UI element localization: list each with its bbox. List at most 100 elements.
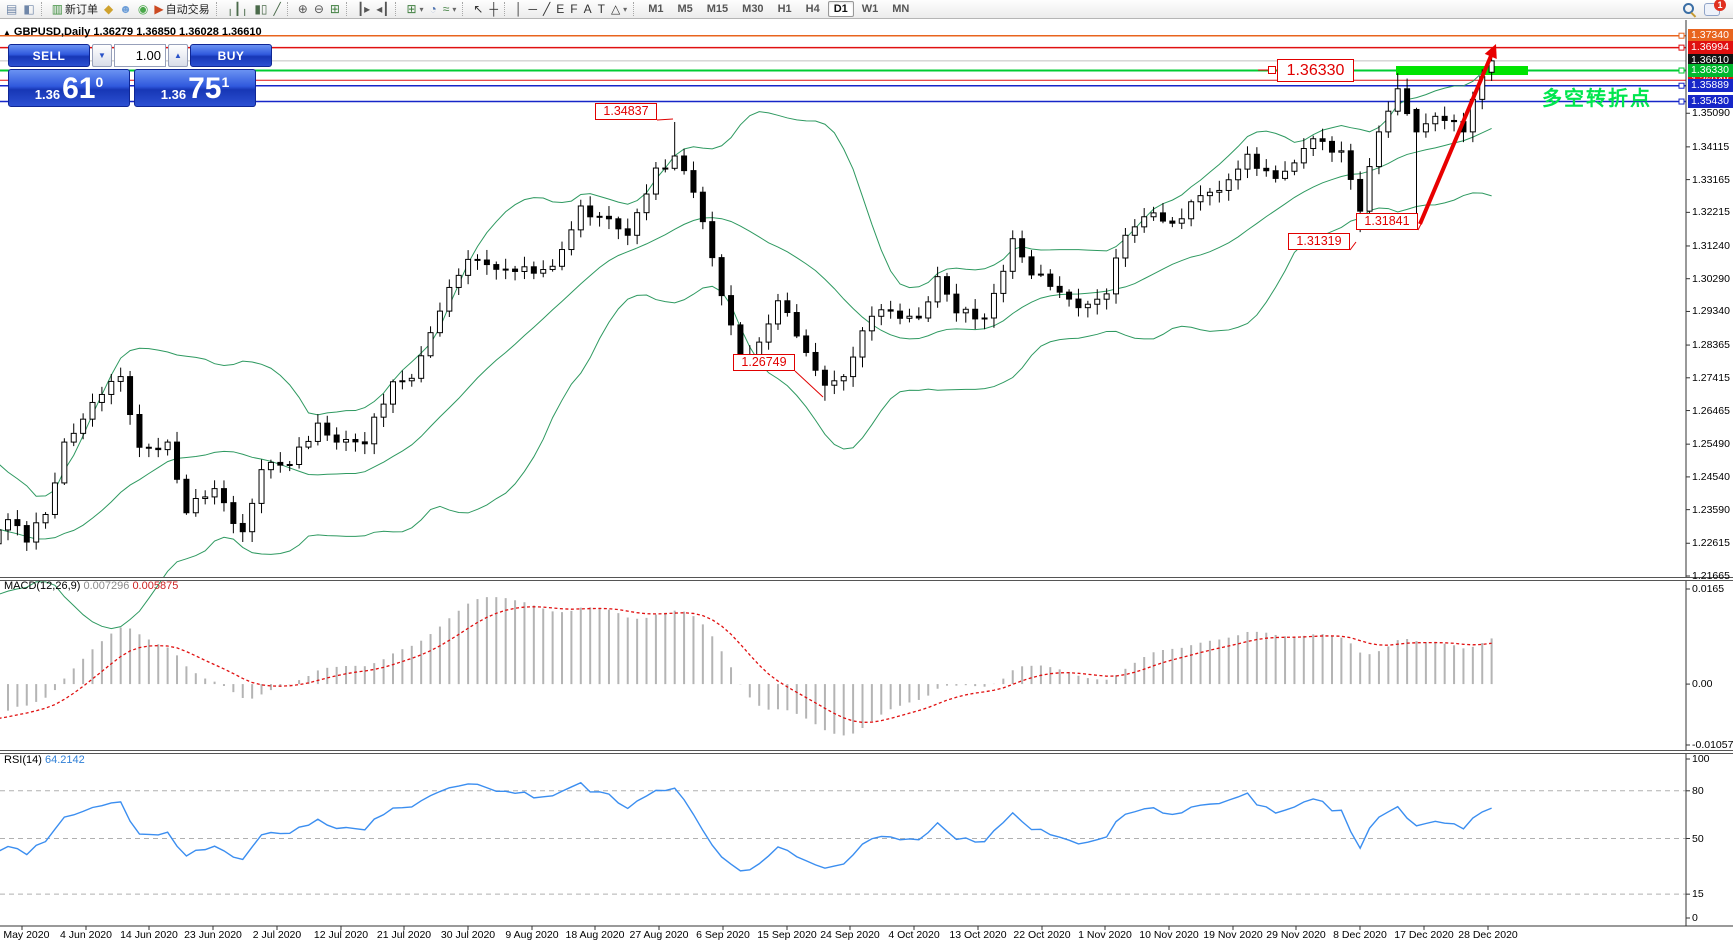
- charts-window-icon: ▤: [6, 2, 18, 16]
- dropdown-caret-icon: ▾: [419, 4, 424, 14]
- profiles-icon: ◧: [23, 2, 35, 16]
- bar-chart-button[interactable]: ╷┃╷: [224, 1, 252, 18]
- timeframe-w1[interactable]: W1: [861, 3, 879, 15]
- period-button[interactable]: ◔: [427, 1, 440, 18]
- timeframe-mn[interactable]: MN: [892, 3, 910, 15]
- text-label-icon: T: [597, 2, 605, 16]
- volume-input[interactable]: [114, 44, 166, 67]
- timeframe-h4[interactable]: H4: [805, 3, 820, 15]
- price-annotation-label[interactable]: 1.26749: [733, 354, 795, 371]
- price-annotation-label[interactable]: 1.36330: [1277, 59, 1354, 82]
- bid-prefix: 1.36: [34, 87, 61, 102]
- text-button[interactable]: A: [581, 1, 595, 18]
- community-button[interactable]: ☻: [116, 1, 135, 18]
- text-label-button[interactable]: T: [595, 1, 608, 18]
- candlestick-chart-button[interactable]: ▮▯: [251, 1, 270, 18]
- bid-price-display[interactable]: 1.36 61 0: [8, 69, 130, 107]
- time-scale[interactable]: [0, 927, 1686, 945]
- cursor-icon: ↖: [473, 2, 484, 16]
- volume-increase-button[interactable]: ▲: [168, 44, 188, 67]
- ask-pipette: 1: [221, 74, 230, 90]
- auto-scroll-button[interactable]: ◂┃: [373, 1, 392, 18]
- indicators-button[interactable]: ≈ ▾: [440, 1, 460, 18]
- new-chart-icon: ⊞: [406, 2, 417, 16]
- sell-button[interactable]: SELL: [8, 44, 90, 67]
- rsi-indicator-label: RSI(14) 64.2142: [4, 754, 85, 766]
- macd-indicator-label: MACD(12,26,9) 0.007296 0.005875: [4, 580, 178, 592]
- bid-big-digits: 61: [62, 72, 96, 105]
- timeframe-m1[interactable]: M1: [648, 3, 664, 15]
- volume-decrease-button[interactable]: ▼: [92, 44, 112, 67]
- toolbar-separator: [286, 2, 292, 16]
- tile-windows-button[interactable]: ⊞: [327, 1, 343, 18]
- macd-name: MACD(12,26,9): [4, 580, 81, 592]
- zoom-in-button[interactable]: ⊕: [295, 1, 311, 18]
- equidistant-channel-button[interactable]: E: [553, 1, 567, 18]
- price-annotation-label[interactable]: 1.31319: [1288, 233, 1350, 250]
- fibonacci-button[interactable]: F: [567, 1, 580, 18]
- pane-splitter-rsi[interactable]: [0, 750, 1733, 754]
- price-annotation-label[interactable]: 1.34837: [595, 103, 657, 120]
- toolbar-separator: [215, 2, 221, 16]
- ask-big-digits: 75: [188, 72, 222, 105]
- ask-price-display[interactable]: 1.36 75 1: [134, 69, 256, 107]
- expert-advisor-button[interactable]: ◆: [101, 1, 116, 18]
- toolbar-separator: [462, 2, 467, 16]
- dropdown-caret-icon: ▾: [623, 4, 628, 14]
- autotrading-icon: ▶: [154, 2, 164, 16]
- bar-chart-icon: ╷┃╷: [226, 2, 249, 16]
- timeframe-d1[interactable]: D1: [827, 1, 854, 17]
- toolbar-separator: [633, 2, 638, 16]
- new-order-button[interactable]: ▥ 新订单: [49, 1, 101, 18]
- notifications-icon[interactable]: 1: [1704, 0, 1726, 16]
- cursor-button[interactable]: ↖: [470, 1, 486, 18]
- text-icon: A: [583, 2, 592, 16]
- candlestick-chart-icon: ▮▯: [254, 2, 268, 16]
- rsi-name: RSI(14): [4, 754, 42, 766]
- zoom-in-icon: ⊕: [297, 2, 308, 16]
- profiles-button[interactable]: ◧: [20, 1, 37, 18]
- one-click-trading-panel: SELL ▼ ▲ BUY 1.36 61 0 1.36 75 1: [8, 44, 272, 107]
- timeframe-m30[interactable]: M30: [742, 3, 764, 15]
- timeframe-h1[interactable]: H1: [777, 3, 792, 15]
- macd-value-main: 0.007296: [83, 580, 130, 592]
- turning-point-note[interactable]: 多空转折点: [1542, 88, 1652, 110]
- community-icon: ☻: [119, 2, 132, 16]
- zoom-out-button[interactable]: ⊖: [311, 1, 327, 18]
- trendline-button[interactable]: ╱: [540, 1, 553, 18]
- signals-icon: ◉: [137, 2, 149, 16]
- autotrading-button[interactable]: ▶ 自动交易: [151, 1, 212, 18]
- dropdown-caret-icon: ▾: [452, 4, 457, 14]
- new-order-icon: ▥: [51, 2, 64, 16]
- symbol-marker-icon: ▲: [3, 28, 11, 37]
- signals-button[interactable]: ◉: [135, 1, 151, 18]
- crosshair-button[interactable]: ┼: [486, 1, 501, 18]
- horizontal-line-button[interactable]: ─: [525, 1, 540, 18]
- timeframe-m5[interactable]: M5: [677, 3, 693, 15]
- zoom-out-icon: ⊖: [313, 2, 324, 16]
- pane-splitter-macd[interactable]: [0, 577, 1733, 581]
- rsi-value: 64.2142: [44, 754, 85, 766]
- toolbar-separator: [395, 2, 400, 16]
- new-chart-button[interactable]: ⊞ ▾: [403, 1, 426, 18]
- buy-button[interactable]: BUY: [190, 44, 272, 67]
- search-icon[interactable]: [1682, 2, 1697, 18]
- vertical-line-button[interactable]: │: [512, 1, 526, 18]
- price-scale[interactable]: [1686, 20, 1733, 926]
- chart-shift-button[interactable]: ┃▸: [354, 1, 373, 18]
- crosshair-icon: ┼: [489, 2, 498, 16]
- notification-badge: 1: [1714, 0, 1726, 11]
- price-annotation-label[interactable]: 1.31841: [1356, 213, 1418, 230]
- line-chart-button[interactable]: ╱: [271, 1, 284, 18]
- equidistant-channel-icon: E: [556, 2, 565, 16]
- autotrading-label: 自动交易: [165, 4, 210, 16]
- timeframe-m15[interactable]: M15: [706, 3, 729, 15]
- shapes-icon: △: [610, 2, 621, 16]
- horizontal-line-icon: ─: [528, 2, 537, 16]
- new-order-label: 新订单: [65, 4, 99, 16]
- main-toolbar: ▤ ◧ ▥ 新订单 ◆ ☻ ◉ ▶ 自动交易 ╷┃╷ ▮▯ ╱ ⊕ ⊖ ⊞ ┃▸ ◂┃ ⊞ ▾ ◔ ≈ ▾ ↖ ┼ │ ─ ╱ E F A…: [0, 0, 1733, 19]
- charts-window-button[interactable]: ▤: [3, 1, 20, 18]
- shapes-button[interactable]: △ ▾: [608, 1, 630, 18]
